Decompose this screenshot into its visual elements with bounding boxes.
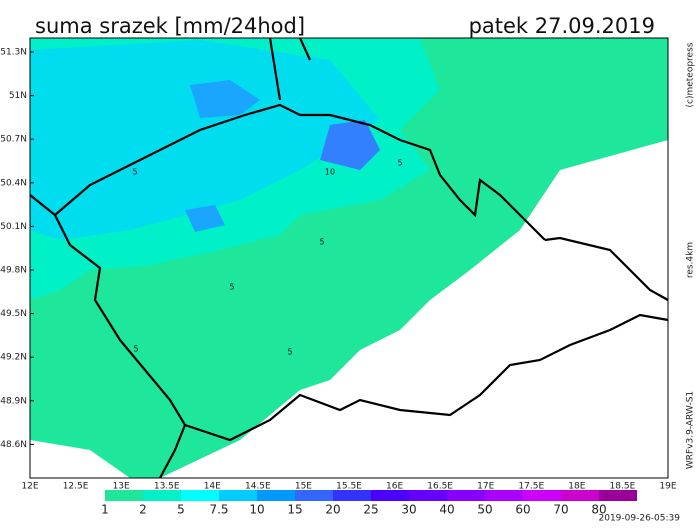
date: patek 27.09.2019 (469, 14, 655, 38)
legend-label: 15 (287, 503, 302, 517)
legend-label: 1 (101, 503, 109, 517)
legend-label: 5 (177, 503, 185, 517)
precip-area (320, 120, 380, 170)
copyright: (c)meteopress (686, 42, 696, 107)
legend-swatch (143, 490, 181, 501)
lon-label: 14E (204, 482, 221, 492)
legend-label: 20 (325, 503, 340, 517)
timestamp: 2019-09-26-05:39 (599, 514, 681, 524)
legend-label: 30 (401, 503, 416, 517)
legend-swatch (333, 490, 371, 501)
legend-swatch (219, 490, 257, 501)
map (29, 37, 669, 479)
lon-label: 15E (295, 482, 312, 492)
lat-label: 50.7N (0, 135, 27, 145)
lon-label: 16E (386, 482, 403, 492)
lon-label: 17E (477, 482, 494, 492)
lat-label: 49.5N (0, 309, 27, 319)
title: suma srazek [mm/24hod] (35, 14, 305, 38)
lon-label: 18E (568, 482, 585, 492)
lat-label: 51.3N (0, 48, 27, 58)
legend-swatch (295, 490, 333, 501)
lon-label: 12.5E (63, 482, 89, 492)
legend-swatch (447, 490, 485, 501)
lon-label: 18.5E (610, 482, 636, 492)
dry-area (160, 38, 668, 478)
legend-swatch (485, 490, 523, 501)
contour-label: 10 (325, 168, 335, 177)
map-frame (29, 37, 669, 479)
lon-label: 13E (113, 482, 130, 492)
legend-swatch (599, 490, 637, 501)
precip-area (185, 205, 225, 232)
contour-label: 5 (397, 159, 402, 168)
contour-label: 5 (133, 345, 138, 354)
lat-label: 50.1N (0, 222, 27, 232)
lon-label: 19E (659, 482, 676, 492)
legend-swatch (257, 490, 295, 501)
lat-label: 48.6N (0, 440, 27, 450)
legend-swatch (105, 490, 143, 501)
lon-label: 12E (21, 482, 38, 492)
legend-swatch (523, 490, 561, 501)
dry-area (30, 440, 130, 478)
lat-label: 50.4N (0, 178, 27, 188)
legend-label: 80 (591, 503, 606, 517)
legend-label: 40 (439, 503, 454, 517)
lat-label: 48.9N (0, 396, 27, 406)
lon-label: 14.5E (245, 482, 271, 492)
contour-label: 5 (287, 348, 292, 357)
precip-area (30, 40, 380, 240)
contour-label: 5 (319, 238, 324, 247)
legend-swatch (409, 490, 447, 501)
legend-label: 70 (553, 503, 568, 517)
lat-label: 51N (9, 91, 27, 101)
lon-label: 16.5E (427, 482, 453, 492)
lat-label: 49.2N (0, 353, 27, 363)
legend-swatch (561, 490, 599, 501)
lon-label: 17.5E (518, 482, 544, 492)
model: WRFv3.9-ARW-S1 (686, 391, 696, 469)
legend-label: 50 (477, 503, 492, 517)
country-borders (29, 37, 669, 479)
lat-label: 49.8N (0, 266, 27, 276)
legend-swatch (181, 490, 219, 501)
contour-label: 5 (132, 168, 137, 177)
lon-label: 13.5E (154, 482, 180, 492)
lon-label: 15.5E (336, 482, 362, 492)
contour-label: 5 (229, 283, 234, 292)
legend-label: 2 (139, 503, 147, 517)
legend-label: 7.5 (209, 503, 228, 517)
legend-label: 10 (249, 503, 264, 517)
legend-label: 60 (515, 503, 530, 517)
resolution: res.4km (686, 242, 696, 278)
precip-area (190, 80, 260, 118)
legend-swatch (67, 490, 105, 501)
legend-label: 25 (363, 503, 378, 517)
legend-swatch (371, 490, 409, 501)
